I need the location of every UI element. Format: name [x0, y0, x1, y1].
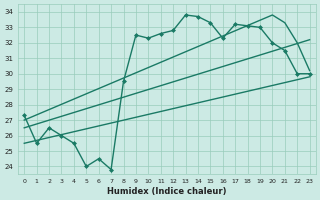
X-axis label: Humidex (Indice chaleur): Humidex (Indice chaleur)	[107, 187, 227, 196]
